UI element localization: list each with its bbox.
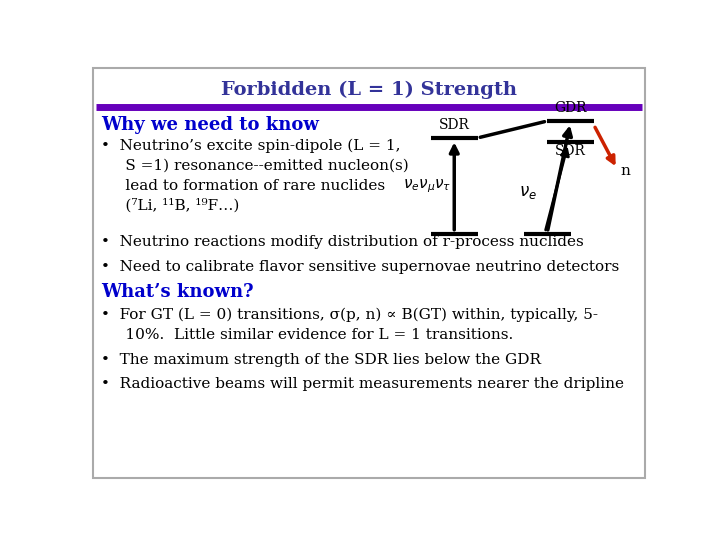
Text: Why we need to know: Why we need to know (101, 116, 319, 134)
Text: (⁷Li, ¹¹B, ¹⁹F…): (⁷Li, ¹¹B, ¹⁹F…) (101, 199, 239, 213)
Text: •  For GT (L = 0) transitions, σ(p, n) ∝ B(GT) within, typically, 5-: • For GT (L = 0) transitions, σ(p, n) ∝ … (101, 308, 598, 322)
Text: SDR: SDR (438, 118, 469, 132)
Text: n: n (621, 164, 631, 178)
Text: •  Neutrino reactions modify distribution of r-process nuclides: • Neutrino reactions modify distribution… (101, 235, 584, 249)
Text: GDR: GDR (554, 101, 587, 115)
Text: lead to formation of rare nuclides: lead to formation of rare nuclides (101, 179, 385, 193)
Text: $\nu_e$: $\nu_e$ (519, 183, 537, 201)
Text: $\nu_e\nu_\mu\nu_\tau$: $\nu_e\nu_\mu\nu_\tau$ (403, 178, 451, 195)
Text: •  Radioactive beams will permit measurements nearer the dripline: • Radioactive beams will permit measurem… (101, 377, 624, 392)
Text: What’s known?: What’s known? (101, 283, 253, 301)
Text: S =1) resonance--emitted nucleon(s): S =1) resonance--emitted nucleon(s) (101, 159, 409, 173)
Text: Forbidden (L = 1) Strength: Forbidden (L = 1) Strength (221, 80, 517, 99)
Text: SDR: SDR (555, 144, 586, 158)
Text: 10%.  Little similar evidence for L = 1 transitions.: 10%. Little similar evidence for L = 1 t… (101, 328, 513, 342)
Text: •  The maximum strength of the SDR lies below the GDR: • The maximum strength of the SDR lies b… (101, 353, 541, 367)
Text: •  Neutrino’s excite spin-dipole (L = 1,: • Neutrino’s excite spin-dipole (L = 1, (101, 138, 400, 153)
Text: •  Need to calibrate flavor sensitive supernovae neutrino detectors: • Need to calibrate flavor sensitive sup… (101, 260, 619, 274)
